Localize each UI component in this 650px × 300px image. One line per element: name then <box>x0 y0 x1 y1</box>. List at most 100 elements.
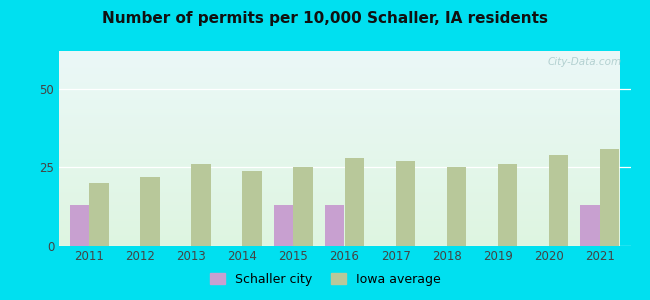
Bar <box>58 77 620 78</box>
Bar <box>58 188 620 190</box>
Bar <box>58 59 620 60</box>
Bar <box>58 107 620 109</box>
Bar <box>58 89 620 90</box>
Bar <box>58 236 620 237</box>
Bar <box>58 168 620 169</box>
Bar <box>58 103 620 104</box>
Text: Number of permits per 10,000 Schaller, IA residents: Number of permits per 10,000 Schaller, I… <box>102 11 548 26</box>
Bar <box>58 174 620 175</box>
Bar <box>58 187 620 188</box>
Bar <box>58 111 620 112</box>
Bar <box>58 245 620 246</box>
Bar <box>58 178 620 179</box>
Bar <box>325 205 344 246</box>
Bar <box>58 201 620 202</box>
Bar <box>58 153 620 154</box>
Bar <box>58 86 620 87</box>
Bar <box>58 71 620 72</box>
Legend: Schaller city, Iowa average: Schaller city, Iowa average <box>205 268 445 291</box>
Bar <box>344 158 364 246</box>
Bar <box>58 72 620 74</box>
Bar <box>58 165 620 166</box>
Bar <box>58 154 620 155</box>
Bar <box>58 146 620 148</box>
Bar <box>58 231 620 232</box>
Bar <box>58 206 620 207</box>
Bar <box>58 183 620 184</box>
Bar <box>58 218 620 219</box>
Bar <box>58 185 620 187</box>
Bar <box>58 51 620 52</box>
Bar <box>140 177 160 246</box>
Bar <box>58 216 620 217</box>
Bar <box>293 167 313 246</box>
Bar <box>58 190 620 191</box>
Bar <box>58 224 620 226</box>
Bar <box>58 119 620 120</box>
Bar <box>58 164 620 165</box>
Bar <box>58 242 620 243</box>
Bar <box>58 234 620 235</box>
Bar <box>58 98 620 99</box>
Bar <box>58 66 620 67</box>
Bar <box>58 112 620 113</box>
Bar <box>58 179 620 180</box>
Bar <box>58 163 620 164</box>
Bar <box>70 205 89 246</box>
Bar <box>58 150 620 152</box>
Bar <box>58 184 620 185</box>
Bar <box>58 82 620 83</box>
Bar <box>580 205 600 246</box>
Bar <box>58 102 620 103</box>
Bar <box>58 169 620 170</box>
Bar <box>58 87 620 88</box>
Bar <box>396 161 415 246</box>
Bar <box>58 53 620 54</box>
Bar <box>58 217 620 218</box>
Bar <box>58 61 620 62</box>
Bar <box>58 101 620 102</box>
Bar <box>58 118 620 119</box>
Bar <box>58 243 620 244</box>
Bar <box>58 208 620 209</box>
Bar <box>58 199 620 200</box>
Bar <box>58 70 620 71</box>
Bar <box>58 197 620 198</box>
Bar <box>191 164 211 246</box>
Bar <box>58 181 620 182</box>
Bar <box>58 110 620 111</box>
Bar <box>58 161 620 162</box>
Bar <box>58 194 620 195</box>
Bar <box>58 227 620 229</box>
Bar <box>58 136 620 137</box>
Bar <box>58 205 620 206</box>
Bar <box>58 192 620 193</box>
Bar <box>58 180 620 181</box>
Bar <box>58 88 620 89</box>
Bar <box>58 120 620 121</box>
Bar <box>58 52 620 53</box>
Bar <box>58 204 620 205</box>
Bar <box>600 148 619 246</box>
Bar <box>58 195 620 196</box>
Bar <box>58 152 620 153</box>
Bar <box>58 121 620 122</box>
Bar <box>58 200 620 201</box>
Bar <box>58 103 620 105</box>
Bar <box>58 75 620 76</box>
Bar <box>58 145 620 146</box>
Bar <box>58 214 620 215</box>
Bar <box>58 141 620 142</box>
Bar <box>58 158 620 159</box>
Bar <box>58 155 620 156</box>
Bar <box>242 170 262 246</box>
Bar <box>58 170 620 171</box>
Bar <box>58 90 620 91</box>
Bar <box>58 56 620 57</box>
Bar <box>58 84 620 85</box>
Bar <box>58 144 620 145</box>
Bar <box>58 220 620 222</box>
Bar <box>89 183 109 246</box>
Bar <box>58 57 620 58</box>
Bar <box>58 198 620 199</box>
